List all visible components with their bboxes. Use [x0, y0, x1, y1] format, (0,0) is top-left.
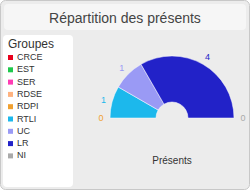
legend-label: RDSE — [17, 89, 42, 99]
legend-label: RTLI — [17, 114, 36, 124]
legend-swatch — [8, 67, 13, 72]
series-label: Présents — [152, 155, 191, 166]
legend-swatch — [8, 80, 13, 85]
panel — [1, 1, 250, 190]
legend-swatch — [8, 117, 13, 122]
slices — [110, 56, 234, 118]
title-bar — [4, 4, 246, 30]
data-label: 0 — [240, 113, 245, 123]
legend: GroupesCRCE EST SER RDSE RDPI RTLI UC LR NI — [3, 35, 73, 187]
legend-label: CRCE — [17, 52, 43, 62]
legend-box — [3, 35, 73, 187]
legend-swatch — [8, 92, 13, 97]
legend-label: SER — [17, 77, 36, 87]
data-label: 1 — [119, 63, 124, 73]
legend-label: EST — [17, 64, 35, 74]
legend-label: RDPI — [17, 101, 39, 111]
legend-swatch — [8, 141, 13, 146]
data-label: 1 — [101, 95, 106, 105]
legend-label: NI — [17, 150, 26, 160]
data-label: 0 — [98, 113, 103, 123]
slice — [141, 56, 234, 118]
title: Répartition des présents — [49, 10, 201, 26]
legend-swatch — [8, 55, 13, 60]
chart: Répartition des présents GroupesCRCE EST SE… — [0, 0, 250, 190]
legend-swatch — [8, 153, 13, 158]
slice — [188, 118, 234, 119]
data-label: 4 — [205, 52, 210, 62]
legend-title: Groupes — [8, 37, 54, 51]
legend-label: LR — [17, 138, 29, 148]
legend-swatch — [8, 104, 13, 109]
legend-swatch — [8, 129, 13, 134]
legend-label: UC — [17, 126, 30, 136]
